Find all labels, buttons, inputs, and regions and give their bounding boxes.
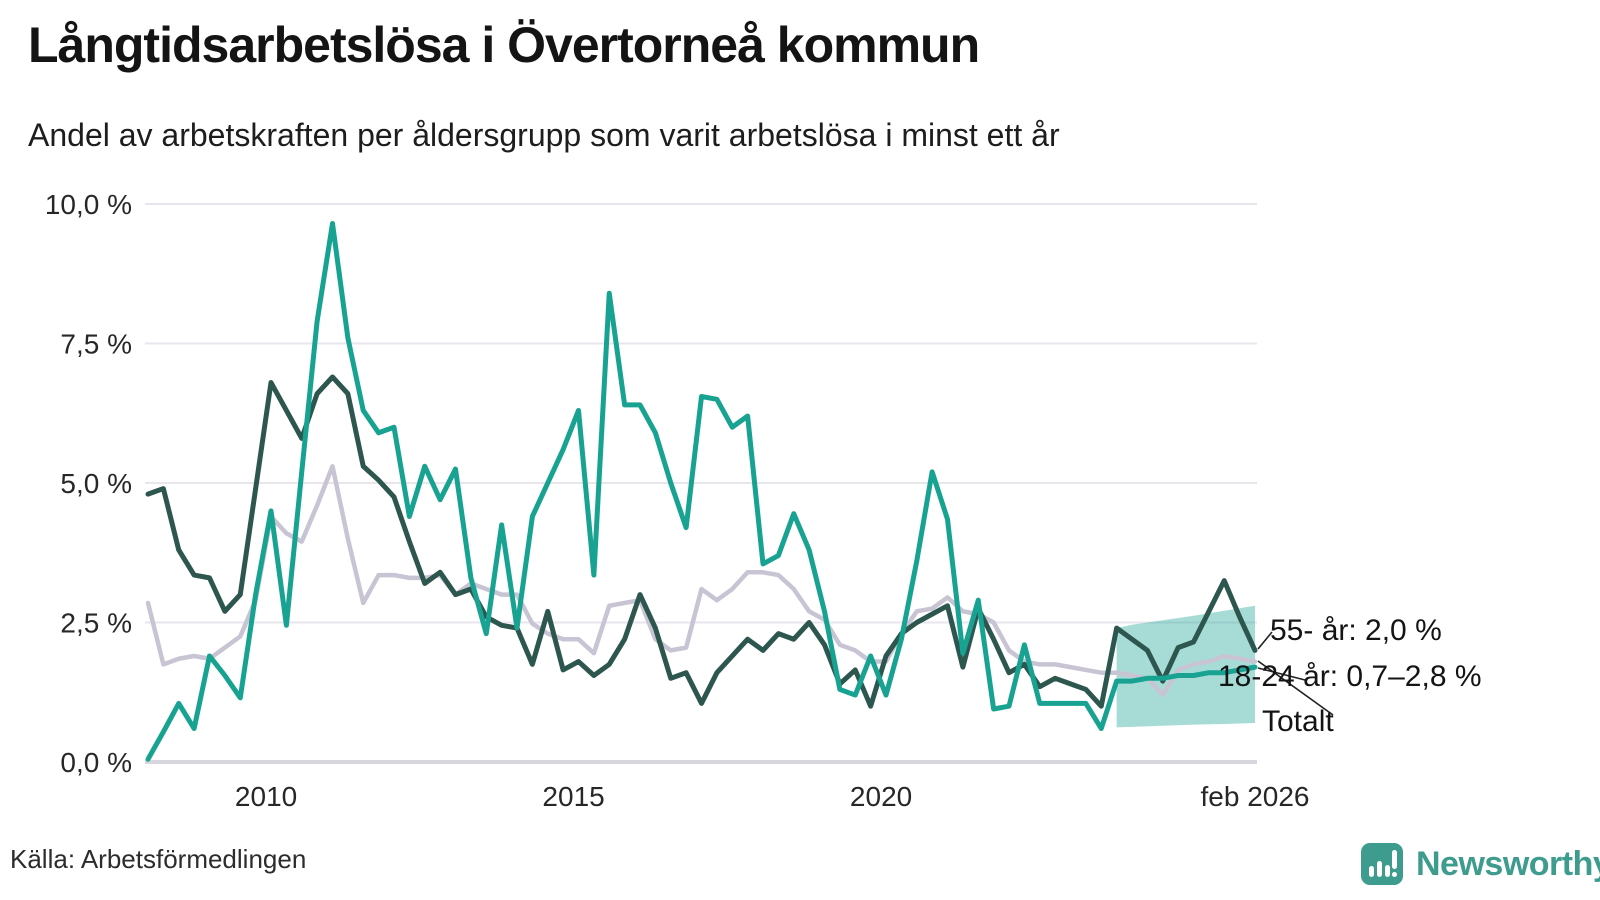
end-label-18-24-years: 18-24 år: 0,7–2,8 % xyxy=(1218,660,1482,693)
leader-line xyxy=(1257,631,1273,650)
source-note: Källa: Arbetsförmedlingen xyxy=(10,844,307,874)
newsworthy-logo-icon xyxy=(1361,843,1403,885)
y-tick-label: 2,5 % xyxy=(60,608,132,639)
x-tick-label: 2010 xyxy=(235,781,297,812)
x-tick-label: 2020 xyxy=(850,781,912,812)
end-label-55-years: 55- år: 2,0 % xyxy=(1270,614,1442,647)
series-line-18-24-år xyxy=(145,221,1258,762)
chart-subtitle: Andel av arbetskraften per åldersgrupp s… xyxy=(28,117,1060,153)
y-tick-label: 10,0 % xyxy=(45,189,132,220)
leader-line xyxy=(1257,667,1306,681)
end-label-total: Totalt xyxy=(1262,705,1334,738)
x-tick-label: feb 2026 xyxy=(1201,781,1310,812)
y-tick-label: 5,0 % xyxy=(60,468,132,499)
newsworthy-wordmark: Newsworthy xyxy=(1416,844,1600,883)
series-line-Totalt xyxy=(145,464,1258,698)
series-line-55--år xyxy=(145,374,1258,709)
chart-title: Långtidsarbetslösa i Övertorneå kommun xyxy=(28,17,980,73)
x-tick-label: 2015 xyxy=(542,781,604,812)
leader-line xyxy=(1257,660,1334,716)
y-tick-label: 7,5 % xyxy=(60,329,132,360)
y-tick-label: 0,0 % xyxy=(60,747,132,778)
newsworthy-brand: Newsworthy xyxy=(1360,842,1600,886)
